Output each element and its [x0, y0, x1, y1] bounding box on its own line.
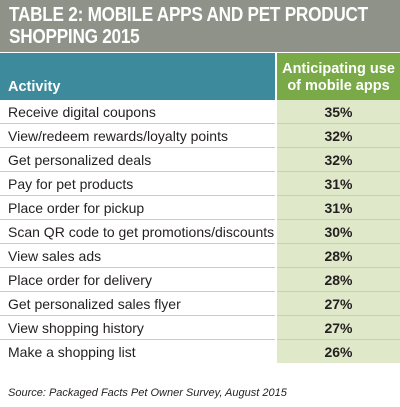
column-header-mobile-apps-line-2: of mobile apps: [287, 77, 390, 94]
table-row: Make a shopping list 26%: [0, 339, 400, 363]
activity-cell: View/redeem rewards/loyalty points: [0, 123, 276, 148]
activity-cell: Make a shopping list: [0, 339, 276, 363]
table-title-line-2: SHOPPING 2015: [9, 26, 140, 48]
data-table: Activity Anticipating use of mobile apps…: [0, 53, 400, 363]
source-note: Source: Packaged Facts Pet Owner Survey,…: [8, 387, 287, 399]
percentage-cell: 31%: [275, 195, 400, 220]
table-row: Receive digital coupons 35%: [0, 100, 400, 124]
table-row: View sales ads 28%: [0, 243, 400, 268]
activity-cell: Get personalized deals: [0, 147, 276, 172]
percentage-cell: 30%: [275, 219, 400, 244]
percentage-cell: 28%: [275, 267, 400, 292]
percentage-cell: 31%: [275, 171, 400, 196]
activity-cell: View sales ads: [0, 243, 276, 268]
column-header-activity: Activity: [0, 53, 276, 100]
column-header-mobile-apps: Anticipating use of mobile apps: [275, 53, 400, 100]
table-row: View shopping history 27%: [0, 315, 400, 340]
table-row: Pay for pet products 31%: [0, 171, 400, 196]
activity-cell: Scan QR code to get promotions/discounts: [0, 219, 276, 244]
percentage-cell: 27%: [275, 315, 400, 340]
activity-cell: Pay for pet products: [0, 171, 276, 196]
table-title-line-1: TABLE 2: MOBILE APPS AND PET PRODUCT: [9, 4, 368, 26]
activity-cell: Place order for pickup: [0, 195, 276, 220]
header-row: Activity Anticipating use of mobile apps: [0, 53, 400, 100]
table-row: Place order for delivery 28%: [0, 267, 400, 292]
percentage-cell: 26%: [275, 339, 400, 363]
table-body: Receive digital coupons 35% View/redeem re…: [0, 100, 400, 363]
title-banner: TABLE 2: MOBILE APPS AND PET PRODUCT SHO…: [0, 0, 400, 52]
percentage-cell: 32%: [275, 147, 400, 172]
table-row: View/redeem rewards/loyalty points 32%: [0, 123, 400, 148]
activity-cell: Get personalized sales flyer: [0, 291, 276, 316]
table-row: Get personalized sales flyer 27%: [0, 291, 400, 316]
activity-cell: Receive digital coupons: [0, 100, 276, 124]
percentage-cell: 32%: [275, 123, 400, 148]
activity-cell: View shopping history: [0, 315, 276, 340]
column-header-mobile-apps-line-1: Anticipating use: [282, 60, 395, 77]
activity-cell: Place order for delivery: [0, 267, 276, 292]
table-row: Place order for pickup 31%: [0, 195, 400, 220]
percentage-cell: 27%: [275, 291, 400, 316]
percentage-cell: 35%: [275, 100, 400, 124]
table-row: Get personalized deals 32%: [0, 147, 400, 172]
table-row: Scan QR code to get promotions/discounts…: [0, 219, 400, 244]
percentage-cell: 28%: [275, 243, 400, 268]
